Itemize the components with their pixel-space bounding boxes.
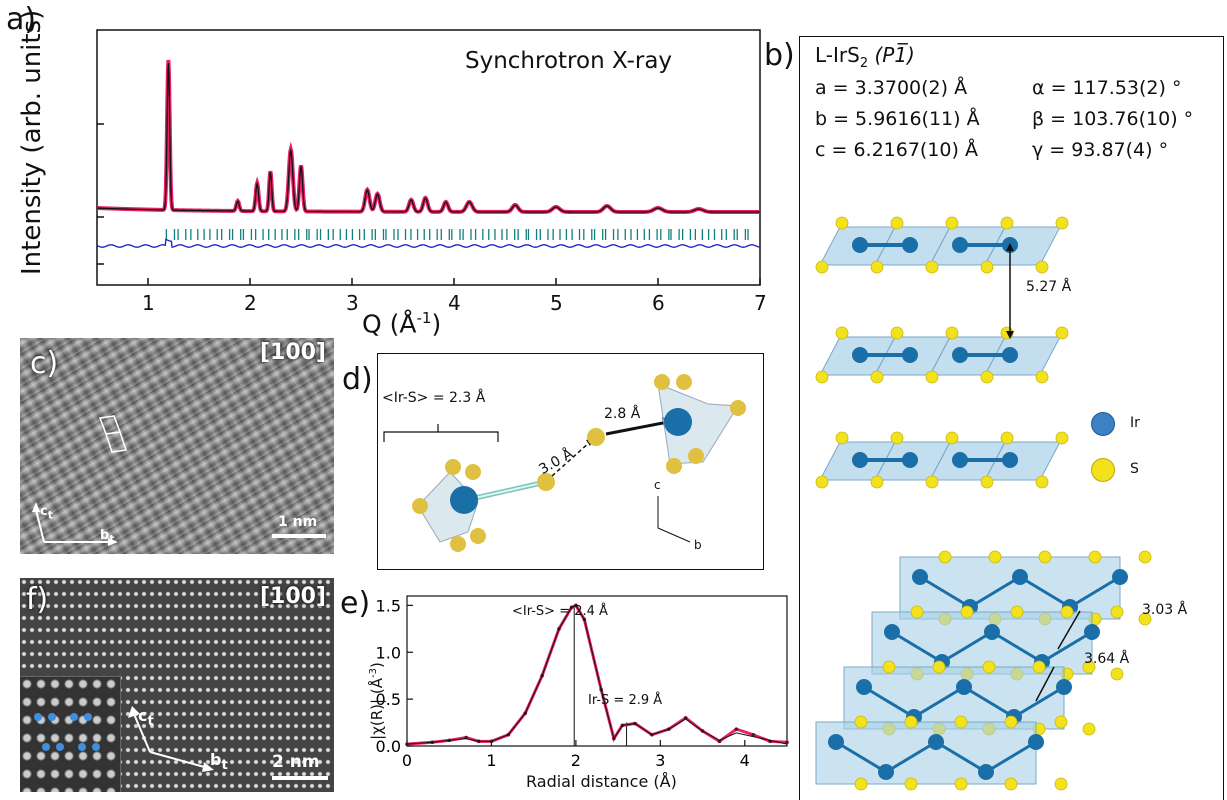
local-structure: [383, 374, 746, 552]
xrd-xtick-label: 1: [142, 291, 155, 315]
panel-f-scalebar: [272, 776, 328, 780]
param-c: c = 6.2167(10) Å: [815, 139, 978, 161]
panel-f-scale-label: 2 nm: [272, 752, 320, 772]
panel-label-e: e): [340, 586, 371, 621]
panel-c-image: [100] ct bt 1 nm: [20, 338, 334, 554]
param-gamma: γ = 93.87(4) °: [1032, 139, 1169, 161]
xrd-ylabel: Intensity (arb. units): [17, 9, 47, 275]
panel-f-image: [100] ct bt 2 nm: [20, 578, 334, 792]
bond-2-8: 2.8 Å: [604, 406, 641, 422]
param-beta: β = 103.76(10) °: [1032, 108, 1194, 130]
panel-c-axis-b: bt: [100, 528, 115, 546]
xrd-xtick-label: 6: [652, 291, 665, 315]
unit-cell-overlay: [98, 415, 127, 453]
exafs-ylabel: |χ(R)| (Å-3): [368, 662, 386, 740]
exafs-ytick-label: 1.0: [376, 643, 401, 662]
panel-label-f: f): [26, 582, 49, 617]
panel-label-c: c): [30, 346, 59, 381]
panel-b: L-IrS2 (P1̅) a = 3.3700(2) Å b = 5.9616(…: [799, 36, 1224, 800]
panel-f-axis-b: bt: [210, 750, 228, 774]
exafs-ytick-label: 0.0: [376, 737, 401, 756]
panel-f-zone: [100]: [259, 584, 326, 609]
exafs-xtick-label: 3: [655, 751, 665, 770]
xrd-xtick-label: 2: [244, 291, 257, 315]
crystal-structure: [815, 216, 1152, 791]
exafs-xlabel: Radial distance (Å): [526, 772, 677, 791]
panel-c-scalebar: [272, 534, 326, 538]
exafs-xtick-label: 1: [486, 751, 496, 770]
xrd-xtick-label: 3: [346, 291, 359, 315]
param-a: a = 3.3700(2) Å: [815, 77, 968, 99]
exafs-point: [734, 727, 739, 731]
bragg-ticks: [165, 229, 749, 240]
ir-ir-distance-1: 3.03 Å: [1142, 602, 1188, 618]
param-alpha: α = 117.53(2) °: [1032, 77, 1182, 99]
panel-c-axes: [32, 502, 118, 546]
exafs-point: [785, 740, 789, 745]
ir-legend-label: Ir: [1130, 415, 1140, 431]
panel-c-scale-label: 1 nm: [278, 514, 318, 530]
xrd-title: Synchrotron X-ray: [465, 48, 673, 74]
xrd-xtick-label: 4: [448, 291, 461, 315]
param-b: b = 5.9616(11) Å: [815, 108, 980, 130]
xrd-xtick-label: 7: [754, 291, 767, 315]
compound-label: L-IrS2 (P1̅): [815, 43, 915, 71]
exafs-ytick-label: 1.5: [376, 596, 401, 615]
axis-c-label: c: [654, 478, 661, 492]
panel-d: <Ir-S> = 2.3 Å 2.8 Å 3.0 Å c b: [377, 353, 764, 570]
axis-b-label: b: [694, 538, 702, 552]
panel-label-d: d): [342, 362, 373, 397]
exafs-point: [751, 732, 756, 737]
panel-label-a: a): [6, 2, 37, 37]
exafs-point: [683, 716, 688, 720]
exafs-xtick-label: 2: [571, 751, 581, 770]
xrd-xtick-label: 5: [550, 291, 563, 315]
exafs-fit-line: [406, 604, 788, 745]
panel-label-b: b): [764, 38, 795, 73]
panel-f-inset: [20, 676, 121, 792]
exafs-annotation-1: <Ir-S> = 2.4 Å: [512, 604, 608, 619]
xrd-plot: [96, 29, 761, 286]
ir-ir-distance-2: 3.64 Å: [1084, 651, 1130, 667]
exafs-xtick-label: 4: [740, 751, 750, 770]
s-legend-icon: [1091, 458, 1115, 482]
observed-curve: [96, 59, 761, 214]
exafs-annotation-2: Ir-S = 2.9 Å: [588, 693, 663, 708]
panel-f-axes: [128, 706, 214, 772]
exafs-xtick-label: 0: [402, 751, 412, 770]
exafs-ytick-label: 0.5: [376, 690, 401, 709]
panel-c-zone: [100]: [259, 340, 326, 365]
interlayer-distance: 5.27 Å: [1026, 279, 1072, 295]
xrd-xlabel: Q (Å-1): [362, 309, 442, 339]
calc-curve: [96, 63, 761, 213]
panel-f-axis-c: ct: [138, 706, 154, 730]
panel-c-axis-c: ct: [40, 504, 53, 522]
exafs-chart: 0 1 2 3 4 0.0 0.5 1.0 1.5: [376, 595, 789, 770]
avg-bond-label: <Ir-S> = 2.3 Å: [382, 390, 486, 406]
ir-legend-icon: [1091, 412, 1115, 436]
s-legend-label: S: [1130, 461, 1139, 477]
exafs-data-line: [406, 603, 788, 746]
difference-curve: [96, 238, 761, 248]
